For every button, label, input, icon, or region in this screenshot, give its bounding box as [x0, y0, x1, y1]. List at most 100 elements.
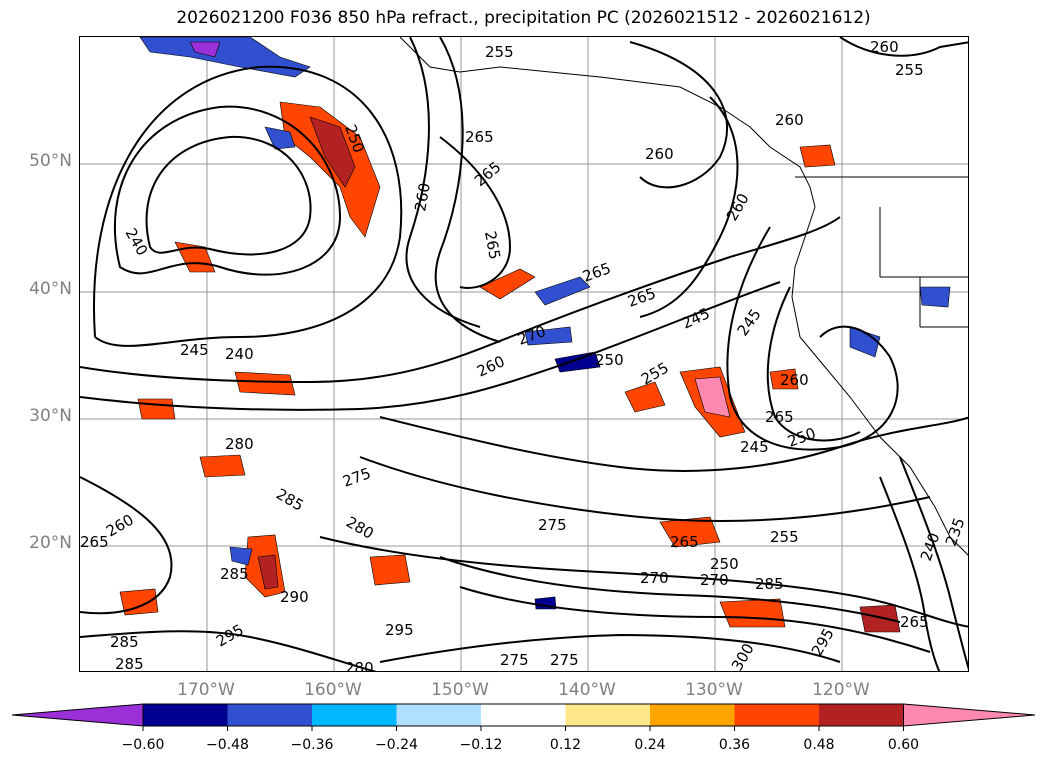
- contour-label: 285: [115, 655, 144, 672]
- contour-line: [726, 226, 899, 451]
- coastline-alaska: [399, 37, 816, 208]
- precip-patch: [799, 144, 836, 168]
- contour-label: 260: [775, 111, 804, 129]
- colorbar-cell: [819, 704, 904, 726]
- contour-label: 290: [280, 588, 309, 606]
- contour-label: 275: [340, 464, 373, 491]
- contour-label: 275: [500, 651, 529, 669]
- contour-label: 245: [734, 306, 765, 340]
- precip-patch: [264, 126, 296, 150]
- colorbar-tick-label: −0.36: [290, 737, 334, 753]
- contour-label: 280: [345, 659, 374, 672]
- colorbar-extend-high: [903, 703, 1036, 727]
- colorbar-ticks: [142, 726, 904, 731]
- contour-label: 275: [550, 651, 579, 669]
- contour-line: [113, 105, 342, 276]
- contour-line: [839, 37, 968, 57]
- contour-label: 255: [770, 528, 799, 546]
- colorbar-tick-label: −0.60: [121, 737, 165, 753]
- precip-patch: [769, 368, 799, 390]
- refractivity-contours: [80, 37, 968, 671]
- contour-line: [145, 135, 312, 256]
- precip-patch: [257, 554, 279, 590]
- contour-line: [93, 65, 403, 347]
- precip-patch: [137, 398, 176, 420]
- colorbar-cell: [143, 704, 228, 726]
- lon-label-120w: 120°W: [812, 680, 870, 700]
- colorbar-tick-label: 0.12: [549, 737, 582, 753]
- colorbar-cell: [650, 704, 735, 726]
- map-panel: 255 260 255 250 265 260 260 265 260 260 …: [79, 36, 969, 672]
- chart-title: 2026021200 F036 850 hPa refract., precip…: [176, 8, 871, 28]
- coastline-north-america: [791, 206, 968, 556]
- lat-label-50n: 50°N: [29, 151, 72, 171]
- contour-label: 260: [870, 38, 899, 56]
- precip-patch: [369, 554, 411, 586]
- contour-label: 285: [220, 565, 249, 583]
- contour-label: 285: [110, 633, 139, 651]
- coastline: [399, 37, 968, 556]
- contour-line: [434, 37, 501, 343]
- contour-label: 265: [765, 408, 794, 426]
- contour-label: 265: [80, 533, 109, 551]
- contour-line: [639, 96, 739, 318]
- contour-label: 250: [595, 351, 624, 369]
- colorbar-cell: [734, 704, 819, 726]
- colorbar-tick-label: −0.48: [206, 737, 249, 753]
- precip-patch: [524, 326, 573, 346]
- precip-patch: [234, 371, 296, 396]
- precip-patch: [309, 116, 356, 188]
- colorbar-outline: [142, 703, 904, 727]
- contour-line: [899, 456, 968, 670]
- contour-label: 265: [900, 613, 929, 631]
- contour-label: 300: [728, 640, 758, 672]
- precip-patch: [659, 516, 721, 548]
- colorbar-tick-label: 0.24: [634, 737, 666, 753]
- precip-patch: [624, 381, 666, 413]
- contour-line: [80, 281, 781, 411]
- contour-line: [629, 41, 729, 189]
- graticule: [80, 37, 968, 671]
- lon-label-160w: 160°W: [304, 680, 362, 700]
- precipitation-fill: [119, 37, 951, 633]
- colorbar-tick-label: 0.36: [718, 737, 751, 753]
- contour-label: 270: [700, 571, 729, 589]
- precip-patch: [119, 588, 159, 616]
- contour-label: 250: [785, 424, 818, 451]
- precip-patch: [694, 376, 731, 418]
- contour-labels: 255 260 255 250 265 260 260 265 260 260 …: [80, 38, 968, 672]
- precip-patch: [479, 268, 536, 300]
- contour-label: 265: [465, 128, 494, 146]
- colorbar-cell: [312, 704, 397, 726]
- contour-label: 260: [411, 181, 434, 212]
- precip-patch: [139, 37, 311, 78]
- precip-patch: [534, 276, 591, 306]
- precip-patch: [919, 286, 951, 308]
- contour-line: [879, 476, 941, 671]
- contour-line: [80, 476, 173, 615]
- contour-label: 265: [670, 533, 699, 551]
- lon-label-150w: 150°W: [431, 680, 489, 700]
- contour-line: [439, 556, 901, 623]
- contour-label: 265: [625, 284, 658, 311]
- contour-label: 265: [481, 230, 504, 261]
- contour-label: 280: [225, 435, 254, 453]
- precip-patch: [719, 598, 786, 628]
- contour-label: 285: [273, 485, 307, 515]
- contour-line: [459, 586, 931, 653]
- contour-label: 250: [710, 555, 739, 573]
- contour-label: 265: [471, 158, 505, 190]
- contour-label: 260: [645, 145, 674, 163]
- contour-label: 255: [485, 43, 514, 61]
- colorbar-cell: [227, 704, 312, 726]
- contour-label: 275: [538, 516, 567, 534]
- contour-label: 270: [640, 569, 669, 587]
- contour-label: 245: [740, 438, 769, 456]
- colorbar-cell: [396, 704, 481, 726]
- border-states: [879, 207, 968, 328]
- precip-patch: [849, 326, 881, 358]
- precip-patch: [229, 546, 253, 566]
- contour-line: [80, 630, 377, 671]
- contour-line: [379, 416, 968, 472]
- colorbar-cell: [565, 704, 650, 726]
